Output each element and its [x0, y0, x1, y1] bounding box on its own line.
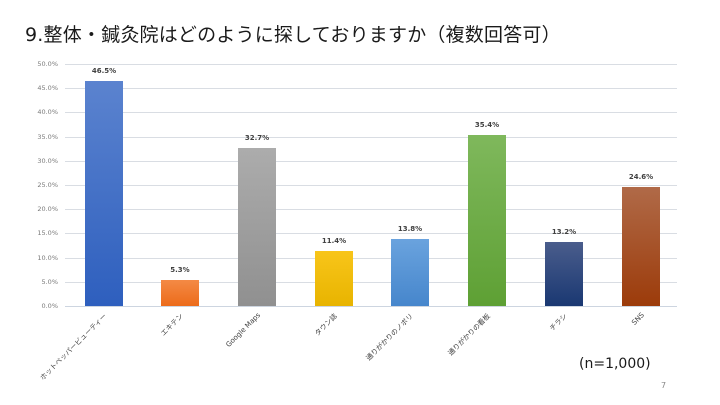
y-axis-tick-label: 45.0%: [37, 84, 58, 92]
y-axis-tick-label: 10.0%: [37, 254, 58, 262]
bar: [545, 242, 583, 306]
y-axis-tick-label: 35.0%: [37, 133, 58, 141]
gridline: [65, 137, 677, 138]
gridline: [65, 282, 677, 283]
y-axis-tick-label: 30.0%: [37, 157, 58, 165]
x-axis-category-label: チラシ: [548, 312, 569, 333]
bar: [238, 147, 276, 306]
gridline: [65, 185, 677, 186]
bar-value-label: 13.2%: [551, 228, 577, 237]
x-axis-category-label: 通りがかりの看板: [446, 312, 492, 358]
bar-value-label: 13.8%: [397, 225, 423, 234]
gridline: [65, 209, 677, 210]
y-axis-tick-label: 5.0%: [41, 278, 58, 286]
bar-value-label: 32.7%: [244, 133, 270, 142]
bar-value-label: 46.5%: [91, 66, 117, 75]
bar: [315, 250, 353, 306]
page-number: 7: [661, 381, 667, 390]
y-axis-tick-label: 50.0%: [37, 60, 58, 68]
bar: [391, 239, 429, 306]
y-axis-tick-label: 25.0%: [37, 181, 58, 189]
bar: [622, 186, 660, 306]
gridline: [65, 233, 677, 234]
y-axis-tick-label: 20.0%: [37, 205, 58, 213]
x-axis-category-label: タウン誌: [313, 312, 339, 338]
bar: [468, 134, 506, 306]
x-axis-category-label: SNS: [630, 311, 646, 327]
gridline: [65, 258, 677, 259]
x-axis-category-label: エキテン: [159, 312, 185, 338]
bar-value-label: 35.4%: [474, 120, 500, 129]
y-axis-tick-label: 0.0%: [41, 302, 58, 310]
y-axis-tick-label: 40.0%: [37, 108, 58, 116]
x-axis-category-label: 通りがかりのノボリ: [364, 312, 415, 363]
bar-value-label: 11.4%: [321, 236, 347, 245]
gridline: [65, 64, 677, 65]
gridline: [65, 112, 677, 113]
bar: [85, 80, 123, 306]
bar-value-label: 24.6%: [628, 172, 654, 181]
x-axis-line: [65, 306, 677, 307]
gridline: [65, 161, 677, 162]
x-axis-category-label: Google Maps: [224, 311, 263, 349]
gridline: [65, 88, 677, 89]
sample-size-note: (n=1,000): [579, 356, 651, 372]
x-axis-category-label: ホットペッパービューティー: [38, 312, 109, 382]
y-axis-tick-label: 15.0%: [37, 229, 58, 237]
bar: [161, 280, 199, 306]
slide-title: 9.整体・鍼灸院はどのように探しておりますか（複数回答可）: [25, 24, 561, 46]
bar-value-label: 5.3%: [170, 266, 190, 275]
